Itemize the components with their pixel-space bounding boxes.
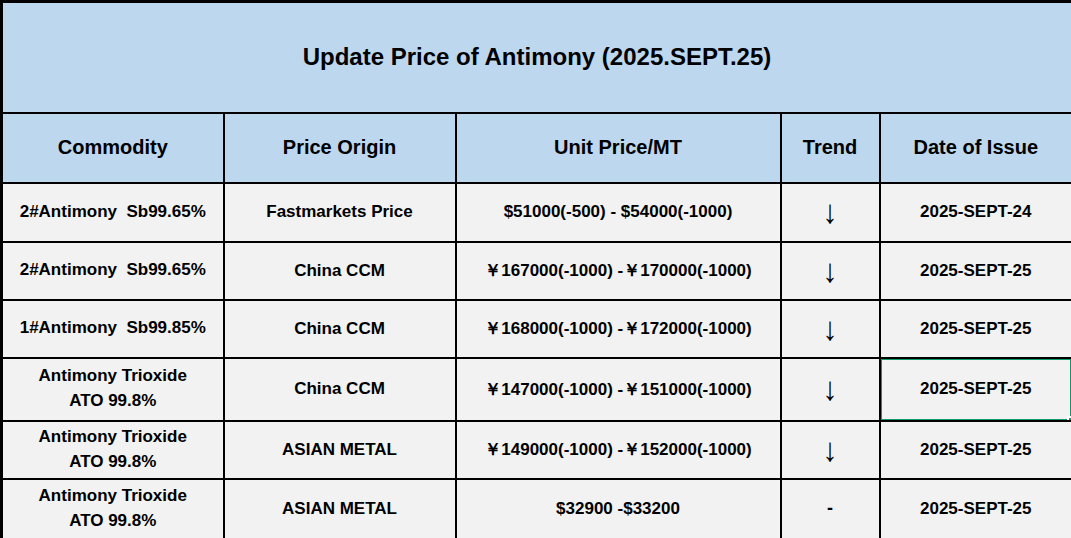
trend-cell[interactable]: ↓ xyxy=(781,421,880,479)
table-row: 1#Antimony Sb99.85% China CCM ￥168000(-1… xyxy=(2,300,1071,358)
table-title-cell[interactable]: Update Price of Antimony (2025.SEPT.25) xyxy=(2,2,1071,113)
unit-price-cell[interactable]: ￥149000(-1000) -￥152000(-1000) xyxy=(456,421,781,479)
title-row: Update Price of Antimony (2025.SEPT.25) xyxy=(2,2,1071,113)
spreadsheet-view: Update Price of Antimony (2025.SEPT.25) … xyxy=(0,0,1071,538)
price-origin-cell[interactable]: ASIAN METAL xyxy=(224,479,456,538)
trend-cell[interactable]: - xyxy=(781,479,880,538)
fill-handle[interactable] xyxy=(1067,416,1071,421)
trend-cell[interactable]: ↓ xyxy=(781,300,880,358)
down-arrow-icon: ↓ xyxy=(823,373,838,406)
table-row: 2#Antimony Sb99.65% Fastmarkets Price $5… xyxy=(2,183,1071,242)
date-cell[interactable]: 2025-SEPT-24 xyxy=(880,183,1071,242)
commodity-cell[interactable]: 1#Antimony Sb99.85% xyxy=(2,300,224,358)
price-origin-cell[interactable]: China CCM xyxy=(224,358,456,421)
price-origin-cell[interactable]: China CCM xyxy=(224,242,456,300)
unit-price-cell[interactable]: ￥168000(-1000) -￥172000(-1000) xyxy=(456,300,781,358)
table-row: Antimony Trioxide ATO 99.8% ASIAN METAL … xyxy=(2,421,1071,479)
header-trend[interactable]: Trend xyxy=(781,113,880,183)
commodity-cell[interactable]: Antimony Trioxide ATO 99.8% xyxy=(2,421,224,479)
unit-price-cell[interactable]: $32900 -$33200 xyxy=(456,479,781,538)
page-title: Update Price of Antimony (2025.SEPT.25) xyxy=(303,43,772,70)
trend-cell[interactable]: ↓ xyxy=(781,242,880,300)
date-cell-selected[interactable]: 2025-SEPT-25 xyxy=(880,358,1071,421)
commodity-cell[interactable]: Antimony Trioxide ATO 99.8% xyxy=(2,358,224,421)
unit-price-cell[interactable]: ￥167000(-1000) -￥170000(-1000) xyxy=(456,242,781,300)
down-arrow-icon: ↓ xyxy=(823,196,838,229)
header-unit-price[interactable]: Unit Price/MT xyxy=(456,113,781,183)
trend-cell[interactable]: ↓ xyxy=(781,358,880,421)
antimony-price-table: Update Price of Antimony (2025.SEPT.25) … xyxy=(0,0,1071,538)
header-date-of-issue[interactable]: Date of Issue xyxy=(880,113,1071,183)
price-origin-cell[interactable]: ASIAN METAL xyxy=(224,421,456,479)
commodity-cell[interactable]: 2#Antimony Sb99.65% xyxy=(2,242,224,300)
table-row: Antimony Trioxide ATO 99.8% China CCM ￥1… xyxy=(2,358,1071,421)
commodity-cell[interactable]: 2#Antimony Sb99.65% xyxy=(2,183,224,242)
down-arrow-icon: ↓ xyxy=(823,312,838,345)
unit-price-cell[interactable]: ￥147000(-1000) -￥151000(-1000) xyxy=(456,358,781,421)
date-cell[interactable]: 2025-SEPT-25 xyxy=(880,479,1071,538)
date-cell[interactable]: 2025-SEPT-25 xyxy=(880,421,1071,479)
commodity-cell[interactable]: Antimony Trioxide ATO 99.8% xyxy=(2,479,224,538)
date-cell[interactable]: 2025-SEPT-25 xyxy=(880,242,1071,300)
price-origin-cell[interactable]: Fastmarkets Price xyxy=(224,183,456,242)
trend-cell[interactable]: ↓ xyxy=(781,183,880,242)
header-price-origin[interactable]: Price Origin xyxy=(224,113,456,183)
table-row: Antimony Trioxide ATO 99.8% ASIAN METAL … xyxy=(2,479,1071,538)
table-row: 2#Antimony Sb99.65% China CCM ￥167000(-1… xyxy=(2,242,1071,300)
down-arrow-icon: ↓ xyxy=(823,433,838,466)
date-cell[interactable]: 2025-SEPT-25 xyxy=(880,300,1071,358)
header-row: Commodity Price Origin Unit Price/MT Tre… xyxy=(2,113,1071,183)
unit-price-cell[interactable]: $51000(-500) - $54000(-1000) xyxy=(456,183,781,242)
down-arrow-icon: ↓ xyxy=(823,254,838,287)
no-change-dash: - xyxy=(827,499,833,517)
header-commodity[interactable]: Commodity xyxy=(2,113,224,183)
price-origin-cell[interactable]: China CCM xyxy=(224,300,456,358)
